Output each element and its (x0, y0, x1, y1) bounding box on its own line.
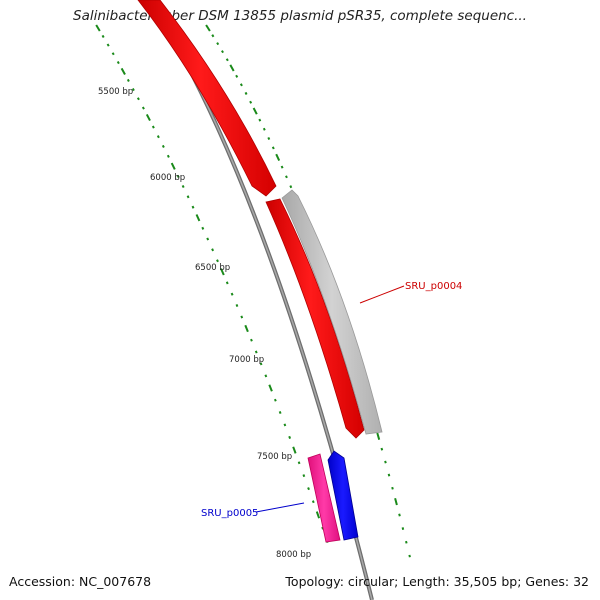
minor-tick (288, 435, 292, 439)
tick-label: 6000 bp (150, 173, 185, 183)
major-tick (170, 162, 176, 170)
major-tick (195, 214, 201, 222)
minor-tick (391, 486, 394, 490)
minor-tick (262, 127, 266, 131)
minor-tick (273, 398, 277, 402)
minor-tick (106, 43, 110, 47)
minor-tick (116, 61, 120, 65)
minor-tick (250, 338, 253, 342)
minor-tick (141, 106, 145, 110)
sru-p0004-leader (359, 285, 405, 304)
minor-tick (186, 195, 190, 199)
minor-tick (254, 350, 258, 354)
minor-tick (216, 259, 219, 263)
tick-label: 7500 bp (257, 452, 292, 462)
major-tick (95, 24, 101, 32)
minor-tick (126, 78, 130, 82)
minor-tick (311, 500, 315, 504)
minor-tick (176, 174, 180, 178)
minor-tick (244, 91, 248, 95)
minor-tick (258, 118, 262, 122)
minor-tick (225, 58, 229, 62)
minor-tick (136, 97, 140, 101)
tick-label: 8000 bp (276, 550, 311, 560)
major-tick (145, 113, 151, 122)
minor-tick (211, 34, 215, 38)
major-tick (394, 497, 398, 506)
minor-tick (111, 52, 115, 56)
minor-tick (235, 74, 239, 78)
minor-tick (387, 473, 391, 477)
minor-tick (302, 474, 306, 478)
tick-label: 7000 bp (229, 355, 264, 365)
minor-tick (271, 146, 275, 150)
gene-blue[interactable] (327, 450, 359, 541)
minor-tick (283, 423, 287, 427)
summary-label: Topology: circular; Length: 35,505 bp; G… (285, 574, 589, 589)
gene-sru-p0005[interactable] (307, 453, 341, 543)
minor-tick (398, 513, 401, 517)
map-title: Salinibacter ruber DSM 13855 plasmid pSR… (73, 8, 527, 24)
minor-tick (259, 362, 263, 366)
gene-sru-p0004[interactable] (281, 189, 383, 435)
minor-tick (235, 304, 239, 307)
major-tick (268, 384, 273, 392)
major-tick (244, 324, 249, 333)
accession-label: Accession: NC_007678 (9, 574, 152, 589)
minor-tick (216, 42, 220, 46)
gene-label-sru-p0004[interactable]: SRU_p0004 (405, 281, 462, 292)
minor-tick (230, 292, 234, 296)
minor-tick (249, 100, 253, 104)
minor-tick (211, 248, 215, 252)
tick-label: 5500 bp (98, 87, 133, 97)
major-tick (220, 268, 225, 276)
major-tick (205, 24, 211, 32)
minor-tick (101, 34, 105, 38)
major-tick (315, 511, 321, 519)
minor-tick (156, 135, 160, 139)
minor-tick (201, 226, 205, 230)
major-tick (275, 153, 281, 162)
minor-tick (206, 237, 210, 241)
minor-tick (267, 136, 271, 141)
inner-tick-ring (95, 24, 329, 543)
major-tick (376, 432, 381, 440)
minor-tick (166, 154, 170, 158)
tick-label: 6500 bp (195, 263, 230, 273)
minor-tick (285, 175, 288, 179)
minor-tick (380, 447, 384, 451)
gene-red-lower[interactable] (265, 198, 365, 439)
minor-tick (191, 205, 195, 209)
minor-tick (264, 374, 268, 378)
minor-tick (401, 527, 405, 530)
minor-tick (151, 125, 155, 129)
minor-tick (384, 460, 387, 464)
minor-tick (240, 315, 244, 319)
gene-red-upper[interactable] (137, 0, 277, 197)
minor-tick (278, 411, 282, 414)
gene-label-sru-p0005[interactable]: SRU_p0005 (201, 508, 258, 519)
major-tick (292, 446, 297, 454)
minor-tick (225, 281, 229, 285)
major-tick (120, 67, 126, 75)
minor-tick (297, 461, 301, 465)
major-tick (229, 64, 235, 72)
minor-tick (408, 554, 411, 558)
minor-tick (405, 540, 408, 544)
minor-tick (181, 184, 185, 189)
minor-tick (161, 144, 165, 148)
minor-tick (221, 50, 224, 54)
minor-tick (239, 83, 243, 87)
minor-tick (307, 487, 310, 491)
minor-tick (280, 165, 284, 169)
minor-tick (131, 88, 135, 92)
minor-tick (289, 185, 293, 189)
major-tick (252, 107, 258, 115)
sru-p0005-leader (255, 502, 305, 513)
